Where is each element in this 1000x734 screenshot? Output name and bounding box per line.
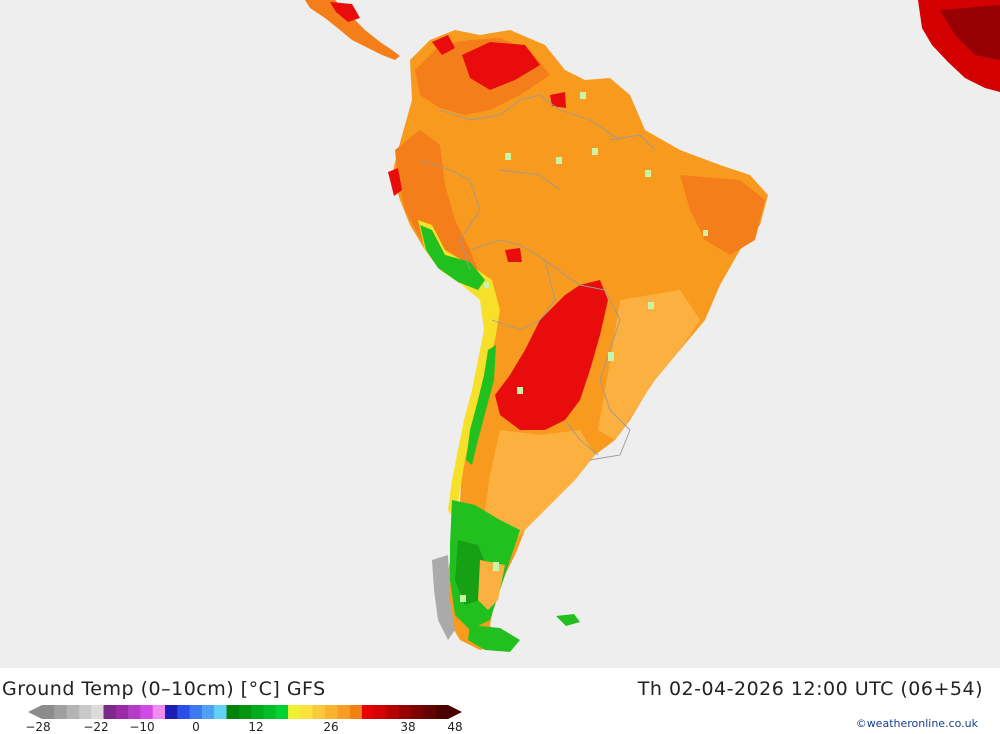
legend-swatch [128,705,141,719]
legend-tick: 0 [192,720,200,734]
weather-map [0,0,1000,668]
legend-swatch [140,705,154,719]
legend-swatch [152,705,166,719]
legend-arrow-left [28,705,42,719]
caribbean-hot-spot [432,35,455,55]
patagonia-east-warm [478,560,505,610]
legend-swatch [251,705,264,719]
andes-green-strip [420,225,485,290]
falkland-islands [556,614,580,626]
legend-swatch [411,705,424,719]
legend-swatch [386,705,400,719]
legend-swatch [275,705,289,719]
central-america-land [305,0,400,60]
legend-swatch [374,705,387,719]
legend-swatch [189,705,203,719]
legend-tick: 38 [400,720,416,734]
legend-swatch [263,705,277,719]
legend-swatch [103,705,117,719]
tierra-del-fuego [468,625,520,652]
legend-swatch [54,705,68,719]
valid-time: Th 02-04-2026 12:00 UTC (06+54) [637,678,983,700]
legend-tick: −28 [25,720,51,734]
temperature-legend-bar [28,705,462,719]
map-title: Ground Temp (0–10cm) [°C] GFS [2,678,326,700]
chaco-hot-region [495,280,608,430]
legend-tick: −22 [83,720,109,734]
country-borders [419,94,656,461]
legend-swatch [177,705,191,719]
legend-tick: −10 [129,720,155,734]
pampas-mild-region [485,430,595,550]
legend-swatch [312,705,326,719]
legend-swatch [361,705,375,719]
chilean-archipelago [432,555,455,640]
central-america-hot-region [330,2,360,22]
legend-swatch [42,705,55,719]
bolivia-hot-spot [505,248,522,262]
legend-swatch [165,705,178,719]
legend-tick: 12 [248,720,264,734]
legend-swatch [78,705,92,719]
legend-swatch [238,705,252,719]
credit-link[interactable]: ©weatheronline.co.uk [855,717,978,730]
legend-swatch [337,705,351,719]
legend-swatch [324,705,338,719]
ecuador-hot-spot [388,168,402,196]
legend-swatch [288,705,301,719]
legend-swatch [398,705,412,719]
brazil-northeast-warm [680,175,765,255]
legend-tick: 26 [323,720,339,734]
legend-swatch [91,705,105,719]
map-footer: Ground Temp (0–10cm) [°C] GFS Th 02-04-2… [0,668,1000,734]
legend-arrow-right [448,705,462,719]
legend-tick: 48 [447,720,463,734]
andes-warm-band [395,130,480,285]
chile-green-strip [466,345,496,465]
legend-swatch [226,705,240,719]
legend-swatch [66,705,80,719]
africa-hot-region [940,5,1000,60]
legend-swatch [300,705,314,719]
andes-cool-strip [418,220,500,520]
legend-swatch [115,705,129,719]
legend-swatch [435,705,449,719]
southeast-brazil-mild [598,290,700,440]
lake-spots [460,92,708,602]
guiana-hot-spot [550,92,566,108]
legend-swatch [349,705,363,719]
map-canvas [305,0,1000,652]
venezuela-hot-region [462,42,540,90]
legend-swatch [214,705,228,719]
legend-swatch [201,705,215,719]
legend-swatch [423,705,437,719]
